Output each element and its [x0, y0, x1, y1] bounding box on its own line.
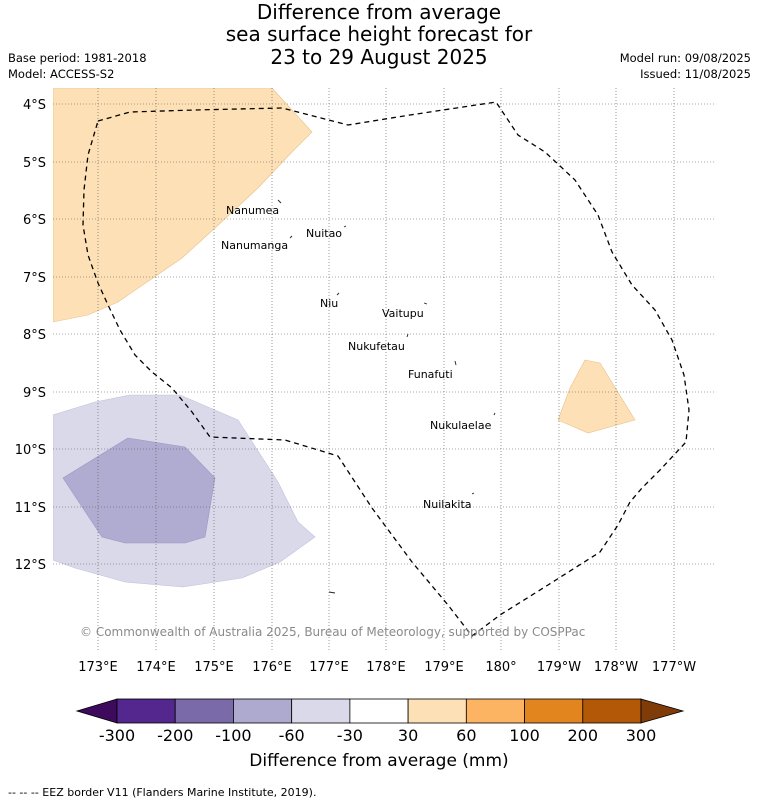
- colorbar-segment: [116, 698, 176, 724]
- longitude-label: 179°W: [537, 660, 581, 675]
- model-run-label: Model run: 09/08/2025: [619, 51, 751, 65]
- colorbar-tick-label: 200: [567, 726, 599, 745]
- island-shape-niu: [336, 292, 340, 296]
- island-shape-nuilakita: [471, 492, 475, 495]
- colorbar-segment: [524, 698, 584, 724]
- positive-anomaly-region-east: [557, 359, 636, 434]
- longitude-label: 176°E: [252, 660, 292, 675]
- map-gridlines: [53, 88, 714, 650]
- longitude-label: 173°E: [78, 660, 118, 675]
- colorbar-segment: [465, 698, 525, 724]
- copyright-text: © Commonwealth of Australia 2025, Bureau…: [80, 625, 585, 639]
- longitude-label: 177°W: [652, 660, 696, 675]
- island-label-nanumea: Nanumea: [226, 204, 279, 217]
- issued-label: Issued: 11/08/2025: [640, 67, 751, 81]
- anomaly-fills: [53, 88, 636, 588]
- longitude-label: 178°W: [594, 660, 638, 675]
- colorbar-tick-label: -60: [278, 726, 305, 745]
- positive-anomaly-region-nw: [53, 88, 313, 323]
- island-label-nukufetau: Nukufetau: [348, 340, 405, 353]
- island-label-niu: Niu: [320, 297, 338, 310]
- colorbar: [75, 698, 685, 724]
- colorbar-title: Difference from average (mm): [249, 751, 509, 771]
- colorbar-tick-label: -200: [157, 726, 194, 745]
- colorbar-segment: [233, 698, 293, 724]
- colorbar-tick-label: 100: [509, 726, 540, 745]
- island-shape-nanumanga: [289, 235, 293, 239]
- island-shape-reef: [328, 591, 336, 594]
- island-label-nuilakita: Nuilakita: [423, 498, 472, 511]
- latitude-label: 6°S: [23, 213, 46, 228]
- island-shape-nanumea: [277, 199, 282, 204]
- island-labels: Nanumea Nuitao Nanumanga Niu Vaitupu Nuk…: [221, 204, 492, 511]
- latitude-label: 12°S: [15, 558, 46, 573]
- colorbar-tick-label: -300: [98, 726, 136, 745]
- island-label-nukulaelae: Nukulaelae: [430, 419, 492, 432]
- latitude-label: 10°S: [15, 443, 46, 458]
- latitude-label: 11°S: [15, 501, 46, 516]
- title-line-2: sea surface height forecast for: [225, 22, 533, 46]
- colorbar-segment: [291, 698, 351, 724]
- colorbar-segment: [407, 698, 467, 724]
- island-label-nanumanga: Nanumanga: [221, 239, 288, 252]
- longitude-labels: 173°E 174°E 175°E 176°E 177°E 178°E 179°E 180° 1…: [78, 660, 696, 675]
- title-line-3: 23 to 29 August 2025: [270, 45, 488, 69]
- island-shape-nukufetau: [406, 333, 409, 338]
- latitude-label: 4°S: [23, 98, 46, 113]
- latitude-labels: 4°S 5°S 6°S 7°S 8°S 9°S 10°S 11°S 12°S: [15, 98, 46, 573]
- eez-border: [82, 101, 690, 637]
- latitude-label: 7°S: [23, 271, 46, 286]
- colorbar-segment: [349, 698, 409, 724]
- latitude-label: 8°S: [23, 328, 46, 343]
- longitude-label: 175°E: [194, 660, 234, 675]
- island-label-vaitupu: Vaitupu: [382, 307, 424, 320]
- model-label: Model: ACCESS-S2: [8, 67, 115, 81]
- longitude-label: 177°E: [309, 660, 349, 675]
- eez-legend-text: -- -- -- EEZ border V11 (Flanders Marine…: [8, 786, 317, 799]
- colorbar-tick-label: -100: [215, 726, 252, 745]
- colorbar-segment: [582, 698, 642, 724]
- longitude-label: 174°E: [136, 660, 176, 675]
- island-label-funafuti: Funafuti: [408, 368, 453, 381]
- colorbar-tick-label: 30: [397, 726, 419, 745]
- island-shape-funafuti: [454, 360, 457, 366]
- island-label-nuitao: Nuitao: [306, 227, 342, 240]
- forecast-map: Nanumea Nuitao Nanumanga Niu Vaitupu Nuk…: [15, 88, 714, 675]
- island-shape-vaitupu: [423, 302, 428, 305]
- longitude-label: 178°E: [366, 660, 406, 675]
- longitude-label: 179°E: [424, 660, 464, 675]
- colorbar-segments: [75, 698, 685, 724]
- colorbar-tick-label: -30: [336, 726, 363, 745]
- title-line-1: Difference from average: [256, 0, 502, 24]
- colorbar-segment: [174, 698, 234, 724]
- colorbar-extend-low: [75, 698, 118, 724]
- longitude-label: 180°: [485, 660, 516, 675]
- latitude-label: 9°S: [23, 386, 46, 401]
- colorbar-tick-label: 60: [456, 726, 477, 745]
- colorbar-extend-high: [640, 698, 685, 724]
- colorbar-tick-label: 300: [625, 726, 657, 745]
- latitude-label: 5°S: [23, 156, 46, 171]
- island-shape-nukulaelae: [493, 412, 496, 416]
- base-period-label: Base period: 1981-2018: [8, 51, 147, 65]
- island-markers: [277, 199, 496, 594]
- negative-anomaly-region-medium: [62, 437, 216, 544]
- island-shape-nuitao: [343, 225, 347, 228]
